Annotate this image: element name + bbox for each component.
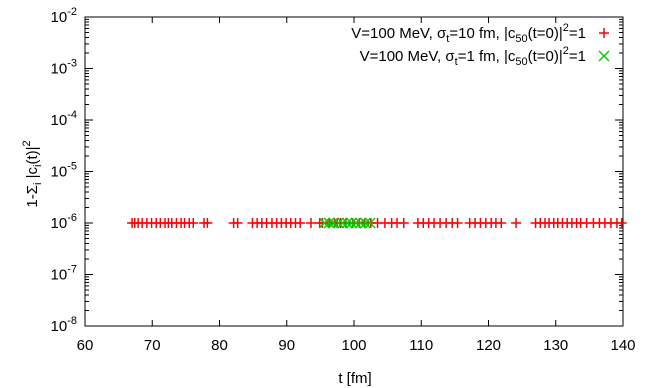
data-point-series-1 (295, 218, 306, 228)
data-point-series-2 (341, 217, 353, 229)
data-point-series-2 (337, 217, 349, 229)
data-point-series-2 (350, 217, 362, 229)
data-point-series-2 (355, 217, 367, 229)
x-axis-label: t [fm] (338, 370, 371, 387)
data-point-series-1 (616, 218, 627, 228)
data-point-series-1 (496, 218, 507, 228)
y-tick-label: 10-4 (51, 109, 77, 129)
data-point-series-2 (364, 217, 376, 229)
data-point-series-2 (328, 217, 340, 229)
x-tick-label: 110 (409, 337, 433, 354)
y-tick-label: 10-2 (51, 6, 77, 26)
x-tick-label: 60 (77, 337, 94, 354)
data-point-series-1 (398, 218, 409, 228)
y-tick-label: 10-8 (51, 315, 77, 335)
chart-legend: V=100 MeV, σt=10 fm, |c50(t=0)|2=1 V=100… (351, 22, 610, 68)
y-tick-label: 10-3 (51, 58, 77, 78)
legend-entry-1: V=100 MeV, σt=10 fm, |c50(t=0)|2=1 (351, 22, 586, 45)
data-point-series-1 (452, 218, 463, 228)
data-point-series-1 (188, 218, 199, 228)
legend-entry-2: V=100 MeV, σt=1 fm, |c50(t=0)|2=1 (360, 45, 586, 68)
data-point-series-2 (318, 217, 330, 229)
y-tick-label: 10-6 (51, 212, 77, 232)
legend-marker-1 (599, 28, 609, 38)
data-point-series-2 (345, 217, 357, 229)
y-tick-label: 10-7 (51, 264, 77, 284)
data-point-series-2 (333, 217, 345, 229)
x-tick-label: 130 (543, 337, 568, 354)
data-point-series-1 (232, 218, 243, 228)
x-tick-label: 120 (476, 337, 501, 354)
data-point-series-1 (305, 218, 316, 228)
x-tick-label: 80 (211, 337, 228, 354)
x-axis-ticks: 60 70 80 90 100 110 120 130 140 (77, 17, 636, 354)
data-point-series-1 (511, 218, 522, 228)
data-point-series-2 (323, 217, 335, 229)
y-axis-ticks: 10-8 10-7 10-6 10-5 10-4 10-3 10-2 (51, 6, 623, 335)
data-points (127, 217, 627, 229)
x-tick-label: 140 (610, 337, 635, 354)
y-tick-label: 10-5 (51, 161, 77, 181)
x-tick-label: 100 (341, 337, 366, 354)
y-axis-label: 1-Σi |ci(t)|2 (21, 140, 44, 207)
x-tick-label: 70 (144, 337, 161, 354)
data-point-series-2 (359, 217, 371, 229)
legend-marker-2 (598, 50, 610, 62)
x-tick-label: 90 (278, 337, 295, 354)
data-point-series-1 (202, 218, 213, 228)
